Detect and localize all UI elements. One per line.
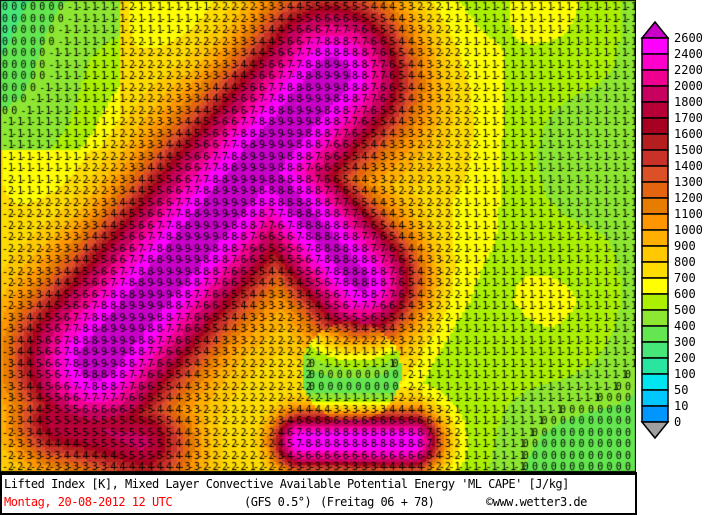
legend-swatch xyxy=(641,117,669,135)
legend-swatch xyxy=(641,357,669,375)
legend-label: 900 xyxy=(674,239,696,253)
legend-swatch xyxy=(641,53,669,71)
legend-label: 2400 xyxy=(674,47,703,61)
legend-swatch xyxy=(641,69,669,87)
legend-label: 200 xyxy=(674,351,696,365)
copyright: ©www.wetter3.de xyxy=(486,495,587,509)
legend-swatch xyxy=(641,197,669,215)
legend-swatch xyxy=(641,85,669,103)
legend-label: 1500 xyxy=(674,143,703,157)
legend-label: 1400 xyxy=(674,159,703,173)
legend-swatch xyxy=(641,181,669,199)
legend-swatch xyxy=(641,389,669,407)
legend-label: 700 xyxy=(674,271,696,285)
map-caption: Lifted Index [K], Mixed Layer Convective… xyxy=(0,472,637,515)
legend-swatch xyxy=(641,293,669,311)
legend-label: 50 xyxy=(674,383,689,397)
legend-swatch xyxy=(641,213,669,231)
legend-label: 500 xyxy=(674,303,696,317)
legend-top-arrow xyxy=(640,20,670,39)
legend-label: 2000 xyxy=(674,79,703,93)
color-legend: 2600 2400 2200 2000 1800 1700 1600 1500 1400 1300… xyxy=(640,20,704,460)
legend-label: 100 xyxy=(674,367,696,381)
legend-swatch xyxy=(641,37,669,55)
legend-label: 0 xyxy=(674,415,682,429)
legend-label: 1300 xyxy=(674,175,703,189)
legend-label: 1200 xyxy=(674,191,703,205)
legend-label: 1700 xyxy=(674,111,703,125)
legend-swatch xyxy=(641,149,669,167)
legend-label: 2600 xyxy=(674,31,703,45)
legend-swatch xyxy=(641,229,669,247)
legend-swatch xyxy=(641,341,669,359)
legend-swatch xyxy=(641,325,669,343)
legend-label: 1800 xyxy=(674,95,703,109)
legend-swatch xyxy=(641,405,669,423)
legend-swatch xyxy=(641,309,669,327)
legend-swatch xyxy=(641,373,669,391)
legend-label: 300 xyxy=(674,335,696,349)
legend-label: 600 xyxy=(674,287,696,301)
legend-label: 2200 xyxy=(674,63,703,77)
map-title: Lifted Index [K], Mixed Layer Convective… xyxy=(4,477,569,491)
valid-date: Montag, 20-08-2012 12 UTC xyxy=(4,495,173,509)
legend-swatch xyxy=(641,165,669,183)
legend-bottom-arrow xyxy=(640,421,670,440)
legend-label: 10 xyxy=(674,399,689,413)
legend-swatch xyxy=(641,245,669,263)
legend-label: 800 xyxy=(674,255,696,269)
model-label: (GFS 0.5°) xyxy=(244,495,312,509)
legend-label: 1100 xyxy=(674,207,703,221)
legend-swatch xyxy=(641,101,669,119)
legend-swatch xyxy=(641,277,669,295)
cape-lifted-index-map xyxy=(0,0,636,472)
legend-label: 400 xyxy=(674,319,696,333)
run-label: (Freitag 06 + 78) xyxy=(320,495,435,509)
legend-colorbar xyxy=(640,20,670,440)
legend-swatch xyxy=(641,261,669,279)
legend-swatch xyxy=(641,133,669,151)
legend-label: 1000 xyxy=(674,223,703,237)
legend-label: 1600 xyxy=(674,127,703,141)
